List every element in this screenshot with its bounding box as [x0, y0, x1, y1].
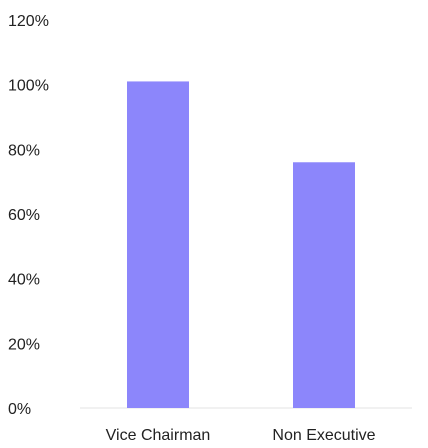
y-tick-label: 60% — [8, 207, 40, 224]
y-tick-label: 0% — [8, 401, 31, 418]
bar — [127, 81, 189, 408]
bars — [127, 81, 355, 408]
x-axis-labels: Vice Chairman Non Executive — [106, 427, 376, 444]
y-axis-ticks: 0% 20% 40% 60% 80% 100% 120% — [8, 13, 49, 418]
y-tick-label: 20% — [8, 336, 40, 353]
y-tick-label: 40% — [8, 272, 40, 289]
y-tick-label: 80% — [8, 142, 40, 159]
x-tick-label: Vice Chairman — [106, 427, 211, 444]
bar — [293, 162, 355, 408]
y-tick-label: 100% — [8, 78, 49, 95]
x-tick-label: Non Executive — [272, 427, 375, 444]
y-tick-label: 120% — [8, 13, 49, 30]
